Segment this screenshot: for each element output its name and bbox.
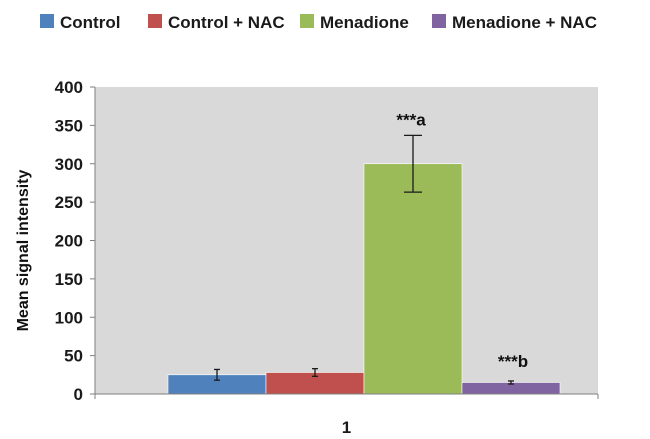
legend-label: Control + NAC (168, 13, 285, 32)
y-tick-label: 300 (55, 155, 83, 174)
y-tick-label: 250 (55, 193, 83, 212)
legend-swatch (300, 14, 314, 28)
y-tick-label: 400 (55, 78, 83, 97)
legend-swatch (148, 14, 162, 28)
legend-item: Control (40, 13, 120, 32)
y-tick-label: 350 (55, 116, 83, 135)
series-control-nac (265, 368, 365, 395)
y-tick-label: 100 (55, 308, 83, 327)
y-axis-label: Mean signal intensity (15, 169, 32, 331)
y-tick-label: 0 (74, 385, 83, 404)
legend-label: Control (60, 13, 120, 32)
legend-item: Menadione (300, 13, 409, 32)
y-tick-label: 50 (64, 347, 83, 366)
series-menadione: ***a (363, 110, 463, 395)
legend-item: Menadione + NAC (432, 13, 597, 32)
y-tick-label: 150 (55, 270, 83, 289)
significance-label: ***a (396, 110, 426, 129)
legend-swatch (40, 14, 54, 28)
legend-item: Control + NAC (148, 13, 285, 32)
legend: Control Control + NAC Menadione Menadione +… (40, 13, 597, 32)
legend-label: Menadione (320, 13, 409, 32)
y-axis: 0 50 100 150 200 250 300 350 400 (55, 78, 96, 404)
plot-area (95, 87, 598, 394)
x-tick-label: 1 (342, 418, 351, 434)
bar (363, 163, 463, 395)
bar-series: ***a ***b (167, 110, 561, 395)
legend-swatch (432, 14, 446, 28)
x-axis: 1 (94, 393, 599, 437)
significance-label: ***b (498, 352, 528, 371)
legend-label: Menadione + NAC (452, 13, 597, 32)
y-tick-label: 200 (55, 232, 83, 251)
